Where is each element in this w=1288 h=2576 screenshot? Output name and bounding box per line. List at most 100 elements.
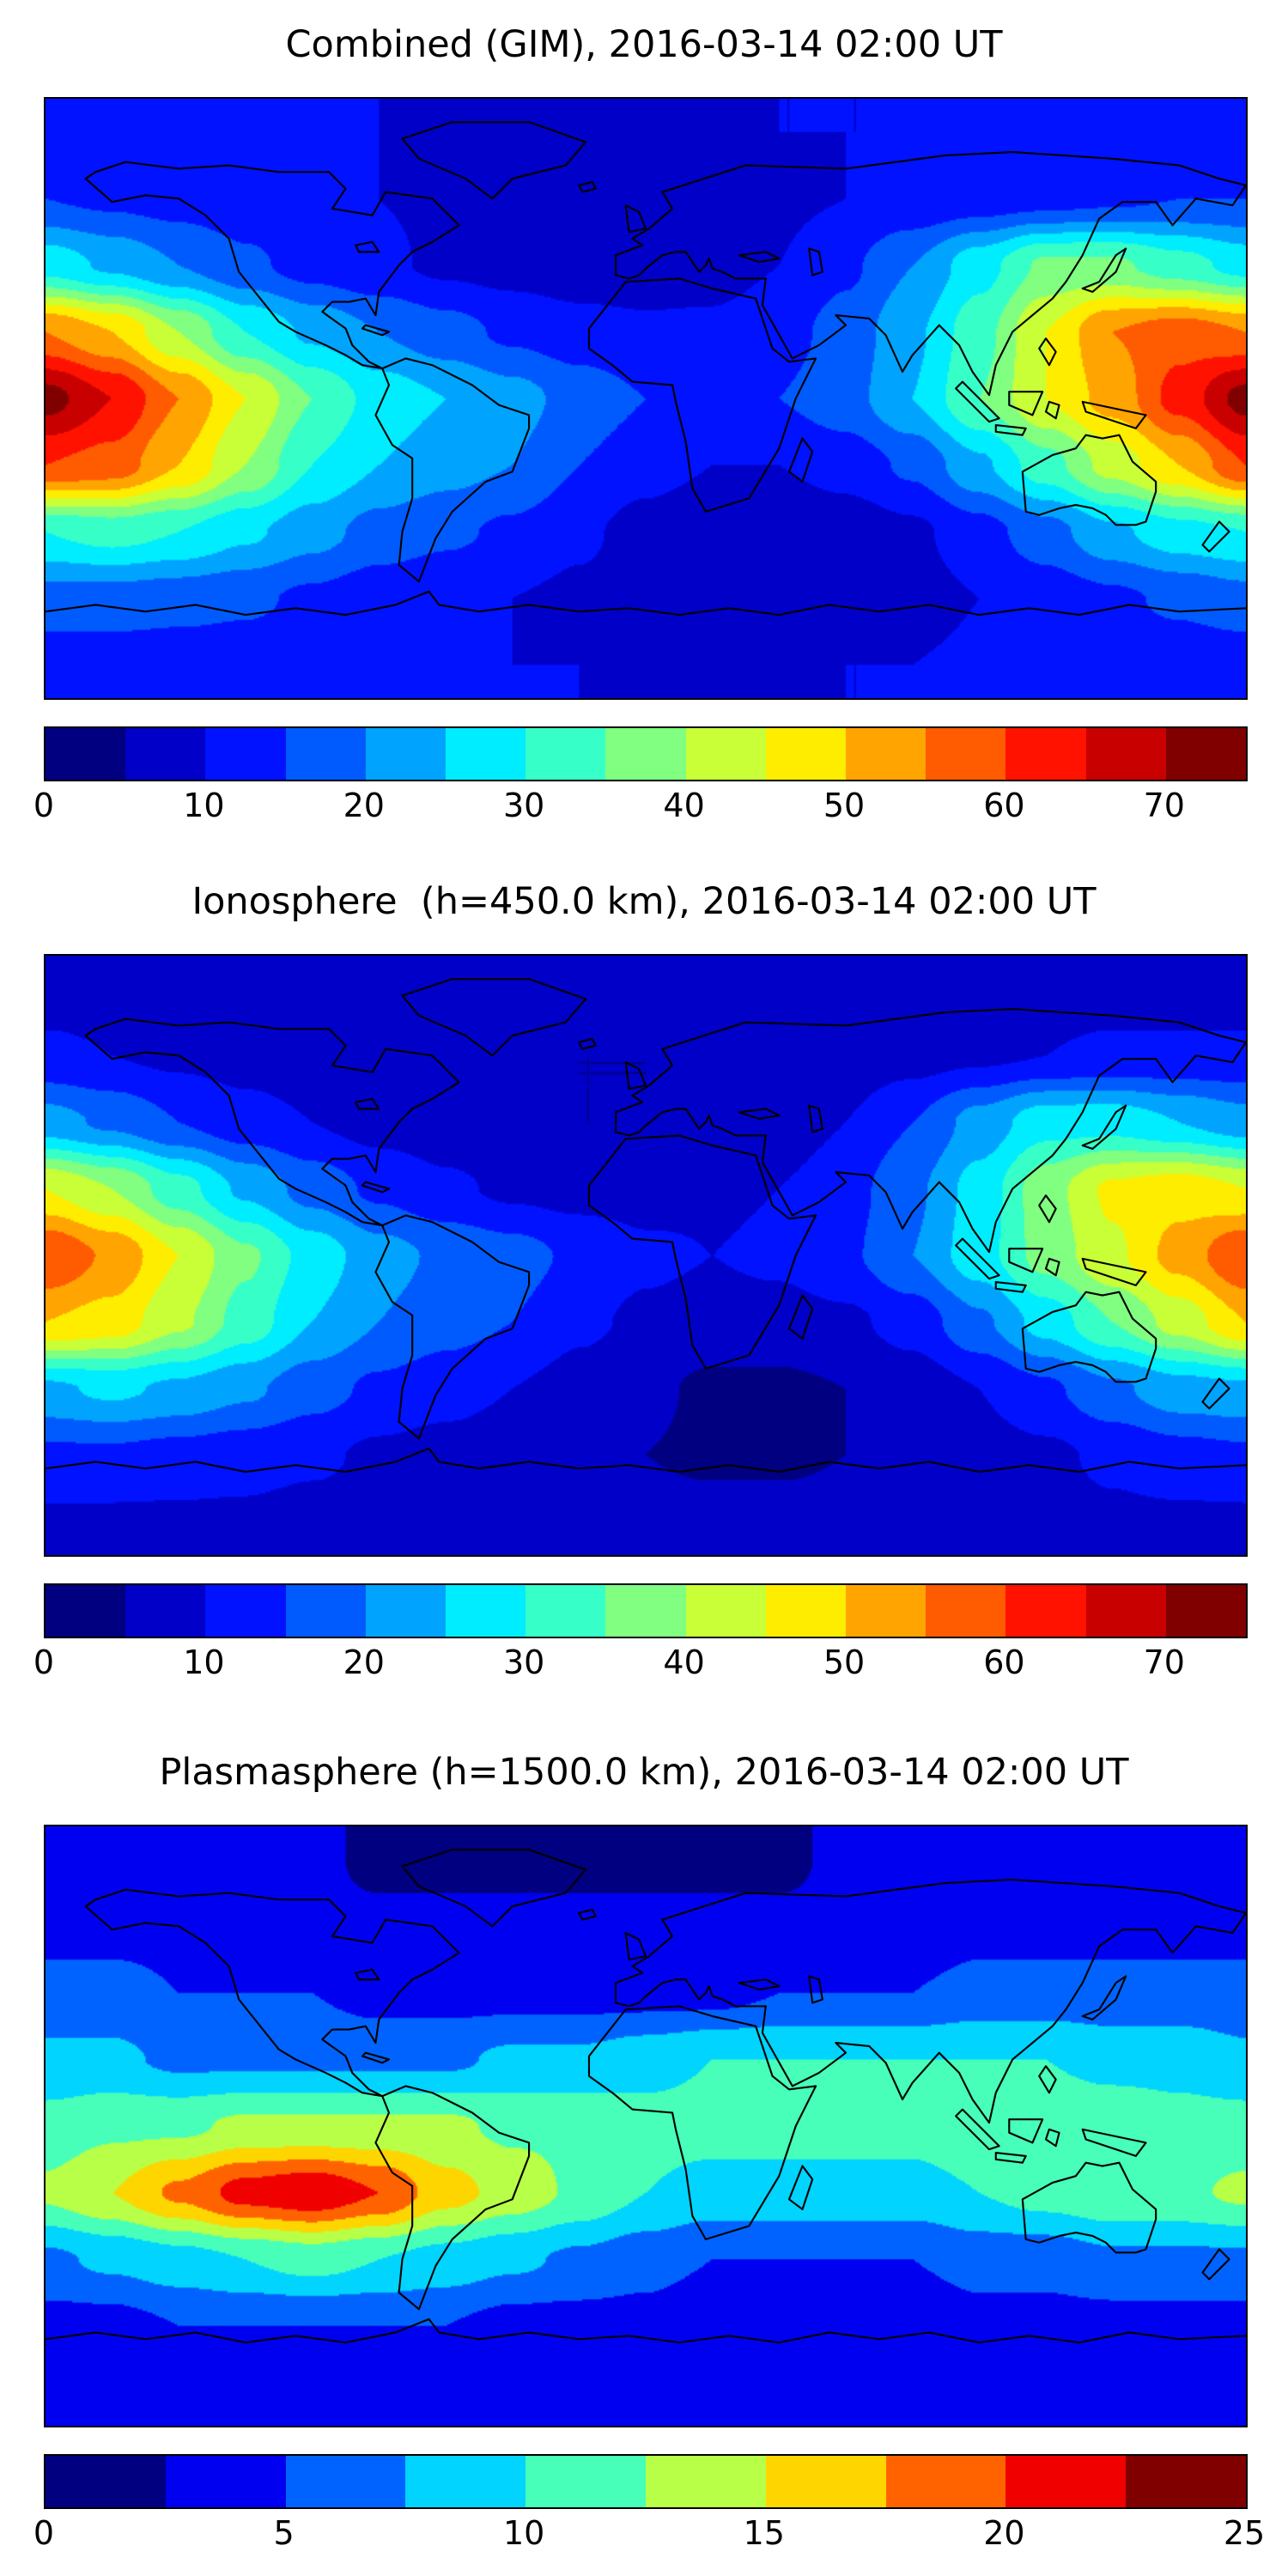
coastline-path	[401, 121, 587, 200]
coastline-path	[614, 150, 1246, 397]
coastline-path	[361, 2051, 391, 2064]
coastline-path	[1081, 2128, 1147, 2157]
coastline-path	[1044, 400, 1060, 420]
colorbar-tick-label: 10	[503, 2514, 545, 2552]
colorbar-segment	[46, 1585, 126, 1637]
coastline-path	[401, 978, 587, 1057]
colorbar-tick-label: 25	[1223, 2514, 1266, 2552]
colorbar-tick-label: 10	[183, 787, 225, 824]
coastline-path	[614, 1878, 1246, 2124]
tec-heatmap-canvas	[46, 956, 1246, 1555]
coastline-path	[1081, 1257, 1147, 1286]
colorbar-segment	[605, 1585, 686, 1637]
colorbar-tick-label: 20	[983, 2514, 1025, 2552]
coastline-path	[1201, 2248, 1230, 2281]
coastline-path	[614, 1007, 1246, 1254]
colorbar-segment	[1165, 728, 1247, 780]
coastline-path	[624, 1061, 647, 1091]
colorbar-tick-label: 15	[743, 2514, 785, 2552]
colorbar-segment	[846, 728, 927, 780]
coastline-path	[587, 1134, 817, 1370]
colorbar-segment	[1085, 1585, 1166, 1637]
colorbar-segment	[765, 728, 847, 780]
colorbar-tick-label: 5	[273, 2514, 295, 2552]
coastline-path	[1044, 1257, 1060, 1277]
coastline-path	[808, 1104, 823, 1133]
coastline-path	[374, 357, 531, 583]
coastline-path	[738, 1978, 781, 1991]
coastline-path	[994, 2151, 1027, 2164]
coastline-path	[994, 423, 1027, 436]
coastline-path	[374, 1214, 531, 1440]
colorbar-segment	[165, 2456, 286, 2507]
colorbar-segment	[1165, 1585, 1247, 1637]
coastline-path	[738, 251, 781, 264]
colorbar-segment	[526, 1585, 606, 1637]
panel-title: Ionosphere (h=450.0 km), 2016-03-14 02:0…	[191, 880, 1097, 923]
panel-title: Plasmasphere (h=1500.0 km), 2016-03-14 0…	[159, 1751, 1129, 1794]
coastline-path	[84, 1018, 460, 1227]
coastline-path	[738, 1108, 781, 1121]
colorbar-segment	[46, 2456, 166, 2507]
coastline-path	[578, 1037, 597, 1050]
colorbar-segment	[365, 728, 447, 780]
coastline-path	[46, 590, 1246, 617]
colorbar-tick-label: 0	[33, 1643, 55, 1681]
colorbar-tick-label: 30	[503, 1643, 545, 1681]
coastline-path	[84, 161, 460, 370]
colorbar-tick-label: 20	[343, 1643, 385, 1681]
colorbar-segment	[125, 728, 206, 780]
coastline-path	[808, 247, 823, 276]
coastline-path	[578, 180, 597, 193]
colorbar-tick-labels: 0 10 20 30 40 50 60 70	[33, 787, 1244, 831]
colorbar-segment	[526, 2456, 646, 2507]
coastline-path	[361, 324, 391, 337]
coastline-path	[787, 1294, 814, 1340]
colorbar-segment	[926, 1585, 1006, 1637]
coastline-path	[355, 240, 380, 253]
colorbar-segment	[125, 1585, 206, 1637]
colorbar-tick-label: 60	[983, 1643, 1025, 1681]
colorbar	[44, 1583, 1248, 1638]
coastline-path	[1038, 1194, 1057, 1224]
coastline-path	[355, 1097, 380, 1110]
coastline-path	[1021, 434, 1157, 526]
colorbar-segment	[46, 728, 126, 780]
coastline-path	[955, 1237, 1000, 1280]
coastline-path	[1021, 1291, 1157, 1383]
colorbar-segment	[285, 1585, 366, 1637]
coastline-path	[1008, 2118, 1044, 2144]
coastline-path	[46, 1447, 1246, 1473]
colorbar-segment	[405, 2456, 526, 2507]
colorbar-segment	[1005, 1585, 1086, 1637]
coastline-path	[374, 2085, 531, 2311]
panel-ionosphere: Ionosphere (h=450.0 km), 2016-03-14 02:0…	[0, 857, 1288, 1716]
coastline-path	[587, 2005, 817, 2240]
coastlines-overlay	[46, 121, 1246, 617]
coastline-path	[578, 1908, 597, 1921]
colorbar-tick-label: 30	[503, 787, 545, 824]
colorbar-tick-label: 70	[1143, 1643, 1185, 1681]
colorbar-tick-label: 60	[983, 787, 1025, 824]
coastline-path	[994, 1280, 1027, 1293]
colorbar-segment	[446, 1585, 526, 1637]
colorbar-segment	[605, 728, 686, 780]
colorbar-segment	[926, 728, 1006, 780]
coastline-path	[787, 2165, 814, 2211]
colorbar-segment	[1005, 2456, 1127, 2507]
coastline-path	[1021, 2161, 1157, 2254]
panel-title: Combined (GIM), 2016-03-14 02:00 UT	[285, 23, 1003, 66]
colorbar-segment	[765, 1585, 847, 1637]
colorbar-segment	[526, 728, 606, 780]
coastline-path	[1008, 1248, 1044, 1273]
colorbar-tick-labels: 0 5 10 15 20 25	[33, 2514, 1265, 2559]
coastline-path	[1038, 337, 1057, 367]
tec-heatmap-canvas	[46, 1826, 1246, 2426]
coastline-path	[401, 1849, 587, 1928]
coastline-path	[787, 437, 814, 483]
world-map	[44, 954, 1248, 1557]
coastline-path	[1081, 247, 1127, 293]
colorbar-segment	[645, 2456, 766, 2507]
colorbar-segment	[1126, 2456, 1246, 2507]
